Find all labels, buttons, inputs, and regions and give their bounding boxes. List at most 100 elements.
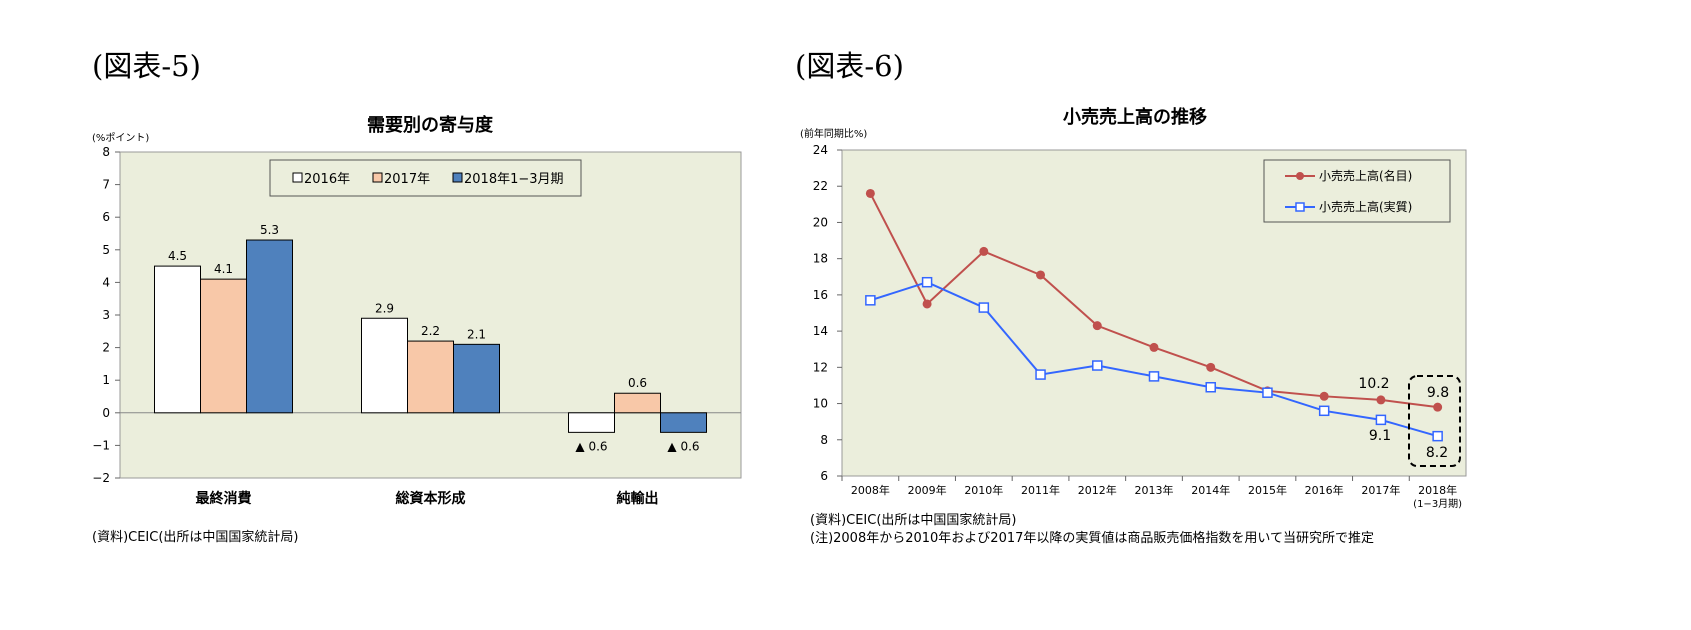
- point-nominal: [1206, 362, 1216, 372]
- line-x-tick-label: 2009年: [908, 483, 947, 497]
- line-chart-title: 小売売上高の推移: [1063, 106, 1207, 128]
- line-x-tick-label: 2010年: [964, 483, 1003, 497]
- source-note-right: (資料)CEIC(出所は中国国家統計局): [810, 513, 1017, 528]
- point-real: [921, 276, 933, 288]
- line-chart-y-unit: (前年同期比%): [800, 127, 867, 140]
- bar-legend: [269, 159, 582, 197]
- bar: [200, 278, 247, 414]
- line-y-tick-label: 20: [813, 215, 828, 229]
- legend-label-nominal: 小売売上高(名目): [1319, 168, 1412, 183]
- annotation-nominal-2018: 9.8: [1427, 385, 1449, 401]
- line-x-tick-label: 2015年: [1248, 483, 1287, 497]
- annotation-real-2017: 9.1: [1369, 428, 1391, 444]
- bar-y-tick-label: 5: [102, 243, 110, 257]
- legend-swatch-2017: [372, 172, 383, 183]
- bar: [660, 412, 707, 433]
- bar: [407, 340, 454, 414]
- bar-data-label: 2.2: [421, 324, 440, 338]
- line-y-tick-label: 18: [813, 252, 828, 266]
- highlight-box-2018: [1408, 375, 1461, 467]
- bar-data-label: 2.9: [375, 301, 394, 315]
- bar-data-label: ▲ 0.6: [575, 439, 607, 453]
- bar-y-tick-label: 8: [102, 145, 110, 159]
- point-real: [1432, 430, 1443, 442]
- bar-y-tick-label: 7: [102, 178, 110, 192]
- line-x-tick-label: 2018年: [1418, 483, 1457, 497]
- bar-y-tick-label: −2: [92, 471, 110, 485]
- line-y-tick-label: 10: [813, 397, 828, 411]
- bar-y-tick-label: 4: [102, 275, 110, 289]
- bar-chart: 需要別の寄与度 (%ポイント) −2 −1 0 1 2 3 4 5 6 7 8 4.5 4.1 5.3 2…: [92, 114, 742, 507]
- line-x-tick-label: 2013年: [1135, 483, 1174, 497]
- bar-data-label: 2.1: [467, 327, 486, 341]
- legend-label-2017: 2017年: [384, 172, 430, 187]
- bar-data-label: 0.6: [628, 376, 647, 390]
- point-nominal: [865, 188, 875, 198]
- point-nominal: [1149, 342, 1159, 352]
- point-nominal: [1376, 395, 1386, 405]
- bar: [246, 239, 293, 414]
- point-nominal: [1319, 391, 1329, 401]
- bar-data-label: 4.1: [214, 262, 233, 276]
- bar: [614, 392, 661, 414]
- bar-data-label: 4.5: [168, 249, 187, 263]
- bar: [154, 265, 201, 414]
- point-real: [978, 302, 990, 313]
- line-y-tick-label: 24: [813, 143, 828, 157]
- bar-chart-y-unit: (%ポイント): [92, 132, 149, 144]
- annotation-real-2018: 8.2: [1426, 445, 1448, 461]
- legend-label-2016: 2016年: [304, 172, 350, 187]
- point-nominal: [1092, 321, 1102, 331]
- line-legend: [1263, 159, 1451, 223]
- line-x-tick-label: 2017年: [1361, 483, 1400, 497]
- annotation-nominal-2017: 10.2: [1358, 376, 1389, 392]
- source-note-left: (資料)CEIC(出所は中国国家統計局): [92, 530, 299, 545]
- line-x-tick-label: 2016年: [1305, 483, 1344, 497]
- line-x-tick-label: 2012年: [1078, 483, 1117, 497]
- legend-swatch-2016: [292, 172, 303, 183]
- point-real: [865, 295, 876, 306]
- bar-y-tick-label: 2: [102, 341, 110, 355]
- point-real: [1318, 405, 1330, 417]
- line-x-tick-label: 2011年: [1021, 483, 1060, 497]
- legend-label-real: 小売売上高(実質): [1319, 199, 1412, 214]
- legend-label-2018: 2018年1−3月期: [464, 172, 564, 187]
- point-real: [1148, 371, 1160, 382]
- point-nominal: [1036, 270, 1046, 280]
- bar-category-label: 純輸出: [617, 490, 659, 507]
- figure-label-right: (図表-6): [795, 49, 904, 83]
- point-real: [1375, 414, 1387, 426]
- bar-chart-title: 需要別の寄与度: [367, 114, 494, 136]
- point-real: [1262, 387, 1273, 398]
- point-real: [1092, 360, 1103, 371]
- line-x-tick-label: 2014年: [1191, 483, 1230, 497]
- line-y-tick-label: 22: [813, 179, 828, 193]
- bar-y-tick-label: 3: [102, 308, 110, 322]
- line-y-tick-label: 8: [820, 433, 828, 447]
- point-real: [1035, 369, 1046, 380]
- point-nominal: [979, 246, 989, 256]
- bar: [361, 317, 408, 414]
- bar-y-tick-label: −1: [92, 438, 110, 452]
- point-nominal: [922, 299, 932, 309]
- legend-marker-real: [1295, 202, 1305, 212]
- figure-label-left: (図表-5): [92, 49, 201, 83]
- line-y-tick-label: 16: [813, 288, 828, 302]
- bar-category-label: 最終消費: [196, 490, 252, 507]
- point-nominal: [1433, 402, 1443, 412]
- bar-y-tick-label: 6: [102, 210, 110, 224]
- legend-swatch-2018: [452, 172, 463, 183]
- line-x-tick-label: 2008年: [851, 483, 890, 497]
- bar: [568, 412, 615, 433]
- footnote-right: (注)2008年から2010年および2017年以降の実質値は商品販売価格指数を用…: [810, 531, 1375, 546]
- line-chart: 小売売上高の推移 (前年同期比%) 6 8 10 12 14 16 18 20 22 24 200…: [800, 106, 1467, 510]
- line-x-sublabel: (1−3月期): [1413, 498, 1462, 510]
- bar-data-label: 5.3: [260, 223, 279, 237]
- line-y-tick-label: 12: [813, 360, 828, 374]
- line-y-tick-label: 14: [813, 324, 828, 338]
- legend-marker-nominal: [1296, 172, 1304, 180]
- bar-y-tick-label: 1: [102, 373, 110, 387]
- bar: [453, 343, 500, 414]
- point-real: [1205, 382, 1216, 393]
- bar-data-label: ▲ 0.6: [667, 439, 699, 453]
